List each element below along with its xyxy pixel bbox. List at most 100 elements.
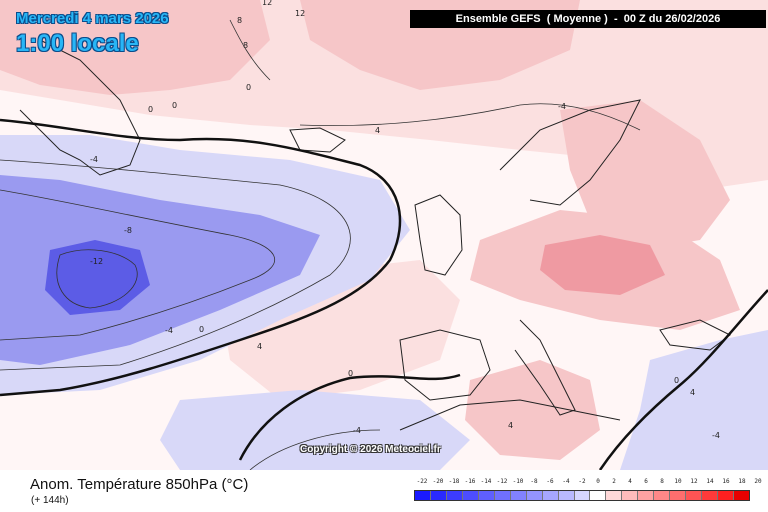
map-footer: Anom. Température 850hPa (°C) (+ 144h) -… [0,470,768,512]
color-scale-swatch [430,491,447,500]
color-scale-tick-label: 10 [674,478,682,485]
iso-label: 4 [375,126,380,135]
black-sea-coast [659,319,731,351]
isoline-4-north [299,103,641,131]
forecast-date: Mercredi 4 mars 2026 [16,10,169,27]
color-scale-swatch [415,491,431,500]
color-scale-tick-label: -16 [464,478,476,485]
iso-label: 0 [348,369,353,378]
iso-label: 0 [172,101,177,110]
color-scale-swatch [494,491,511,500]
iso-label: 12 [262,0,272,7]
color-scale-tick-label: -4 [562,478,570,485]
isoline-labels: 12 12 8 8 4 0 0 0 -4 -4 -8 -12 -4 0 4 0 … [90,0,720,440]
color-scale-swatch [478,491,495,500]
zero-isoline-south [238,373,461,461]
warm-anomaly-iberia-africa [465,360,600,460]
iso-label: -8 [124,226,132,235]
color-scale-tick-label: -20 [432,478,444,485]
isoline-minus-4 [0,159,351,371]
color-scale-swatch [686,491,703,500]
warm-anomaly-greenland [0,0,270,95]
warm-anomaly-central-europe [540,235,665,295]
isoline-8-north [229,19,271,81]
iso-label: -4 [558,102,566,111]
color-scale-swatch [510,491,527,500]
color-scale-swatch [446,491,463,500]
color-scale-tick-label: -14 [480,478,492,485]
temperature-anomaly-map: 12 12 8 8 4 0 0 0 -4 -4 -8 -12 -4 0 4 0 … [0,0,768,470]
greenland-coast [19,39,141,176]
isoline-minus-4-south [249,429,381,470]
color-scale-tick-label: 8 [660,478,664,485]
iso-label: -4 [90,155,98,164]
color-scale-swatch [654,491,671,500]
iso-label: 12 [295,9,305,18]
color-scale-tick-label: -12 [496,478,508,485]
color-scale-swatch [462,491,479,500]
iso-label: -4 [353,426,361,435]
color-scale-tick-label: -8 [530,478,538,485]
africa-coast [399,399,621,431]
iso-label: 0 [199,325,204,334]
color-scale-labels: -22 -20 -18 -16 -14 -12 -10 -8 -6 -4 -2 0 2 4 6 8 10 12 14… [414,478,762,488]
iso-label: -12 [90,257,103,266]
copyright-notice: Copyright © 2026 Meteociel.fr [300,444,441,455]
cold-anomaly-southeast [620,330,768,470]
color-scale-bar [414,490,750,501]
zero-isoline-north [0,118,402,397]
color-scale-tick-label: -18 [448,478,460,485]
color-scale-tick-label: 18 [738,478,746,485]
color-scale-legend: -22 -20 -18 -16 -14 -12 -10 -8 -6 -4 -2 0 2 4 6 8 10 12 14… [414,478,762,501]
cold-anomaly-atlantic-middle [0,175,320,365]
color-scale-tick-label: 6 [644,478,648,485]
color-scale-swatch [574,491,591,500]
color-scale-tick-label: -6 [546,478,554,485]
color-scale-swatch [734,491,750,500]
iso-label: -4 [165,326,173,335]
iso-label: 0 [246,83,251,92]
color-scale-swatch [670,491,687,500]
color-scale-tick-label: 4 [628,478,632,485]
color-scale-tick-label: 20 [754,478,762,485]
color-scale-swatch [590,491,607,500]
iso-label: 8 [237,16,242,25]
color-scale-tick-label: -22 [416,478,428,485]
color-scale-tick-label: -2 [578,478,586,485]
iso-label: 4 [690,388,695,397]
color-scale-swatch [526,491,543,500]
color-scale-tick-label: 0 [596,478,600,485]
iso-label: 4 [508,421,513,430]
scandinavia-coast [499,99,641,206]
color-scale-swatch [638,491,655,500]
color-scale-tick-label: 14 [706,478,714,485]
italy-coast [514,319,576,416]
color-scale-swatch [718,491,735,500]
zero-isolines [0,118,768,470]
british-isles-coast [414,194,463,276]
warm-anomaly-scandinavia [560,100,730,250]
color-scale-tick-label: -10 [512,478,524,485]
iso-label: -4 [712,431,720,440]
field-title: Anom. Température 850hPa (°C) [30,476,249,493]
forecast-local-time: 1:00 locale [16,30,139,57]
lead-time: (+ 144h) [31,495,69,506]
iso-label: 8 [243,41,248,50]
color-scale-tick-label: 2 [612,478,616,485]
iso-label: 0 [148,105,153,114]
zero-isoline-east [598,289,768,470]
iberia-coast [399,329,491,401]
color-scale-tick-label: 12 [690,478,698,485]
color-scale-swatch [558,491,575,500]
color-scale-swatch [542,491,559,500]
iceland-coast [289,127,346,153]
color-scale-swatch [702,491,719,500]
color-scale-swatch [606,491,623,500]
isolines [0,19,641,470]
iso-label: 0 [674,376,679,385]
model-run-banner: Ensemble GEFS ( Moyenne ) - 00 Z du 26/0… [410,10,766,28]
color-scale-swatch [622,491,639,500]
iso-label: 4 [257,342,262,351]
cold-anomaly-south [160,390,470,470]
color-scale-tick-label: 16 [722,478,730,485]
